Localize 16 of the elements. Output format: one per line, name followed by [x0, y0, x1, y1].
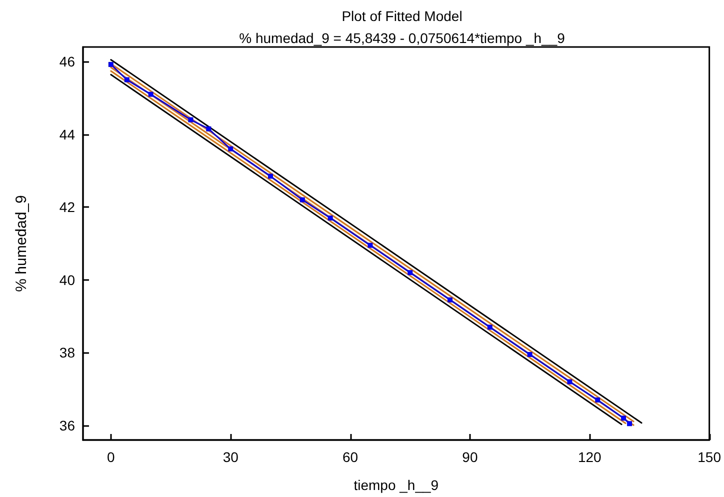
x-tick-label: 60	[342, 449, 358, 465]
x-tick-label: 120	[578, 449, 602, 465]
chart-subtitle: % humedad_9 = 45,8439 - 0,0750614*tiempo _h__9	[239, 30, 566, 46]
x-tick-label: 150	[698, 449, 722, 465]
x-tick-label: 30	[222, 449, 239, 465]
y-tick-label: 38	[59, 344, 76, 361]
x-tick-label: 0	[107, 449, 116, 465]
y-tick-label: 40	[59, 272, 76, 288]
y-tick-label: 42	[59, 199, 76, 216]
y-tick-label: 44	[59, 126, 76, 142]
x-axis-title: tiempo _h__9	[354, 477, 439, 493]
x-tick-label: 90	[462, 449, 478, 465]
y-axis-title: % humedad_9	[13, 195, 30, 292]
y-tick-label: 36	[59, 417, 76, 434]
chart-title: Plot of Fitted Model	[342, 8, 462, 24]
y-tick-label: 46	[59, 54, 76, 70]
